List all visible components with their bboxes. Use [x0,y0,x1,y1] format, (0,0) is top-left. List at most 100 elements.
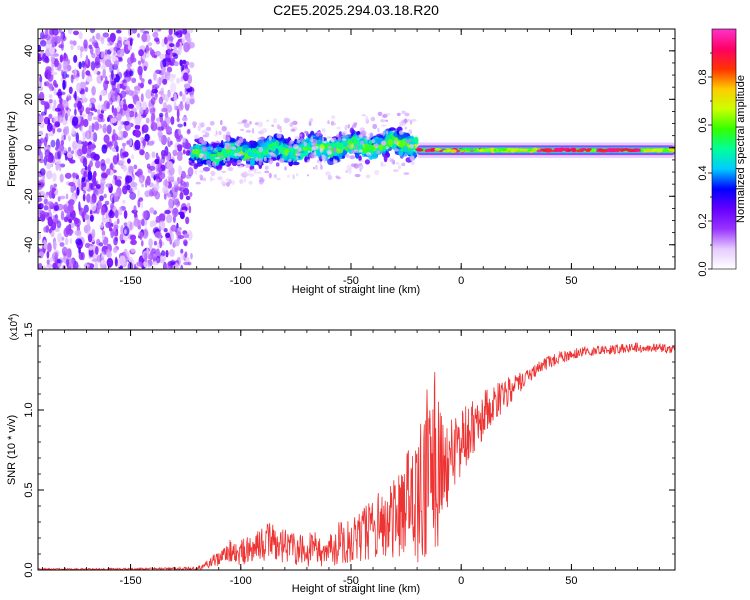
y-tick-label: 1.5 [23,322,35,337]
heatmap-noise-blob [154,191,161,200]
heatmap-noise-blob [134,211,138,218]
heatmap-halo-blob [245,159,251,162]
heatmap-noise-blob [43,136,48,147]
heatmap-halo-blob [288,140,292,147]
heatmap-halo-blob [326,136,332,139]
heatmap-noise-blob [180,78,184,82]
heatmap-noise-blob [83,118,89,128]
heatmap-noise-blob [76,148,83,157]
heatmap-noise-blob [183,61,190,66]
heatmap-halo-blob [342,135,349,138]
snr-frame [37,329,676,571]
heatmap-halo-blob [297,147,302,152]
colorbar-label: Normalized spectral amplitude [735,75,747,223]
heatmap-noise-blob [149,189,153,194]
heatmap-noise-blob [182,149,186,155]
heatmap-halo-blob [315,164,318,170]
heatmap-noise-blob [176,117,180,123]
heatmap-noise-blob [177,154,183,161]
heatmap-halo-blob [408,129,413,135]
heatmap-noise-blob [126,112,130,123]
heatmap-noise-blob [179,212,185,220]
heatmap-noise-blob [71,258,75,265]
heatmap-noise-blob [185,195,191,201]
heatmap-halo-blob [361,130,367,136]
heatmap-noise-blob [117,112,122,122]
heatmap-noise-blob [89,214,94,222]
heatmap-halo-blob [390,159,394,163]
heatmap-noise-blob [172,149,178,157]
heatmap-noise-blob [68,95,72,101]
heatmap-halo-blob [396,112,401,117]
heatmap-noise-blob [100,259,106,265]
heatmap-noise-blob [97,104,103,110]
heatmap-noise-blob [74,108,77,116]
heatmap-noise-blob [105,158,111,165]
heatmap-noise-blob [134,85,141,91]
heatmap-noise-blob [150,121,158,132]
heatmap-noise-blob [143,260,149,268]
heatmap-halo-blob [381,124,387,127]
heatmap-noise-blob [114,175,118,186]
heatmap-halo-blob [315,133,320,137]
heatmap-noise-blob [166,66,173,73]
heatmap-halo-blob [365,174,371,179]
heatmap-band-blob [387,138,393,146]
heatmap-band-blob [383,154,388,163]
heatmap-stable-blob [662,149,669,153]
heatmap-noise-blob [102,32,110,38]
heatmap-noise-blob [72,40,77,46]
heatmap-noise-blob [190,252,193,260]
heatmap-noise-blob [82,186,88,191]
heatmap-band-blob [331,141,335,148]
heatmap-noise-blob [39,81,42,87]
heatmap-noise-blob [56,220,62,229]
heatmap-noise-blob [62,204,67,210]
heatmap-noise-blob [85,130,92,140]
heatmap-noise-blob [39,137,45,144]
heatmap-noise-blob [47,132,55,137]
heatmap-noise-blob [183,42,190,53]
heatmap-noise-blob [173,31,180,36]
heatmap-noise-blob [96,109,101,115]
heatmap-noise-blob [65,258,70,267]
heatmap-stable-blob [442,149,450,153]
heatmap-noise-blob [170,116,175,125]
heatmap-stable-blob [450,149,457,153]
heatmap-noise-blob [54,35,62,44]
heatmap-stable-blob [634,149,642,152]
heatmap-noise-blob [60,210,65,221]
heatmap-halo-blob [354,149,359,153]
heatmap-halo-blob [319,161,322,166]
heatmap-halo-blob [361,114,366,117]
heatmap-halo-blob [381,140,387,146]
heatmap-noise-blob [158,220,166,231]
heatmap-noise-blob [83,263,91,268]
heatmap-halo-blob [353,122,358,126]
heatmap-noise-blob [65,193,69,200]
heatmap-stable-blob [495,148,500,153]
heatmap-band-blob [248,140,255,145]
heatmap-noise-blob [48,190,53,199]
heatmap-band-blob [247,151,253,157]
heatmap-noise-blob [54,83,59,88]
heatmap-stable-blob [545,149,551,153]
heatmap-noise-blob [115,258,118,267]
heatmap-halo-blob [308,121,312,126]
heatmap-panel: -150 -100 -50 0 50 -40 -20 0 20 40 Height of stra… [6,28,676,296]
x-tick-label: -150 [120,575,142,587]
heatmap-noise-blob [78,207,85,216]
heatmap-noise-blob [186,37,192,43]
heatmap-noise-blob [38,262,43,269]
heatmap-noise-blob [77,45,81,51]
heatmap-noise-blob [144,190,151,198]
heatmap-halo-blob [198,170,205,173]
heatmap-noise-blob [87,144,94,152]
heatmap-noise-blob [144,152,151,160]
heatmap-halo-blob [268,158,274,165]
heatmap-noise-blob [116,106,120,113]
heatmap-noise-blob [54,107,62,112]
heatmap-noise-blob [81,69,85,80]
heatmap-noise-blob [70,74,74,84]
heatmap-noise-blob [98,242,104,247]
